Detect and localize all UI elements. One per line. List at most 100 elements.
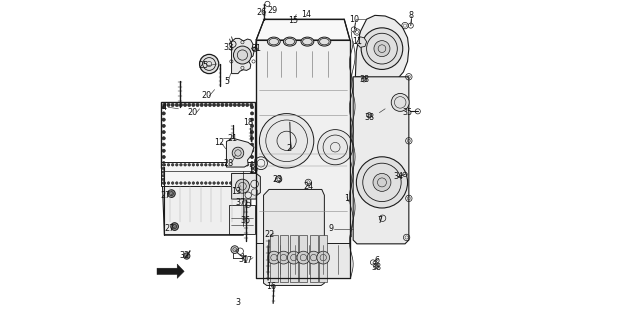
Text: 30: 30 <box>239 255 248 264</box>
Circle shape <box>197 164 199 166</box>
Circle shape <box>188 182 190 184</box>
Circle shape <box>251 174 253 177</box>
Circle shape <box>204 103 208 107</box>
Circle shape <box>176 164 178 166</box>
Text: 27: 27 <box>161 191 171 200</box>
Circle shape <box>260 114 314 168</box>
Text: 2: 2 <box>287 144 292 153</box>
Text: 10: 10 <box>349 15 359 24</box>
Text: 38: 38 <box>364 113 374 122</box>
Circle shape <box>391 93 409 111</box>
Text: 20: 20 <box>201 92 211 100</box>
Circle shape <box>162 178 164 181</box>
Text: 38: 38 <box>372 263 382 272</box>
Circle shape <box>162 143 166 146</box>
Circle shape <box>307 251 320 264</box>
Circle shape <box>225 164 228 166</box>
Text: 26: 26 <box>256 8 266 17</box>
Text: 22: 22 <box>265 230 274 239</box>
Circle shape <box>250 137 253 140</box>
Text: 9: 9 <box>329 224 334 233</box>
Circle shape <box>233 164 237 167</box>
Circle shape <box>251 167 253 170</box>
Text: 18: 18 <box>243 118 253 127</box>
Circle shape <box>208 164 211 167</box>
Circle shape <box>167 190 176 197</box>
Text: 17: 17 <box>242 256 253 265</box>
Circle shape <box>221 182 224 184</box>
Circle shape <box>192 164 195 167</box>
Circle shape <box>213 164 216 166</box>
Circle shape <box>250 156 253 159</box>
Circle shape <box>204 164 208 167</box>
Circle shape <box>167 182 170 184</box>
Text: 7: 7 <box>378 216 383 225</box>
Circle shape <box>237 164 240 167</box>
Text: 15: 15 <box>289 16 298 25</box>
Circle shape <box>357 157 407 208</box>
Circle shape <box>221 164 224 166</box>
Polygon shape <box>355 15 409 85</box>
Text: 5: 5 <box>224 77 229 86</box>
Circle shape <box>246 182 248 184</box>
Circle shape <box>162 182 164 184</box>
Polygon shape <box>256 40 350 278</box>
Circle shape <box>250 162 253 165</box>
Circle shape <box>162 112 166 115</box>
Circle shape <box>217 164 220 167</box>
Circle shape <box>162 124 166 127</box>
Circle shape <box>175 164 179 167</box>
Polygon shape <box>299 235 307 282</box>
Circle shape <box>192 103 195 107</box>
Circle shape <box>162 156 166 159</box>
Polygon shape <box>263 189 324 285</box>
Circle shape <box>242 164 244 166</box>
Circle shape <box>171 223 179 230</box>
Circle shape <box>197 182 199 184</box>
Circle shape <box>180 182 182 184</box>
Circle shape <box>232 147 243 159</box>
Circle shape <box>237 103 240 107</box>
Circle shape <box>268 251 281 264</box>
Polygon shape <box>270 235 278 282</box>
Circle shape <box>184 103 187 107</box>
Circle shape <box>250 131 253 134</box>
Circle shape <box>184 253 190 259</box>
Circle shape <box>250 164 253 167</box>
Circle shape <box>200 103 203 107</box>
Circle shape <box>171 182 174 184</box>
Circle shape <box>250 103 253 107</box>
Circle shape <box>200 182 203 184</box>
Text: 27: 27 <box>164 224 175 233</box>
Circle shape <box>242 164 245 167</box>
Circle shape <box>277 251 290 264</box>
Circle shape <box>167 164 170 167</box>
Circle shape <box>175 103 179 107</box>
Circle shape <box>162 106 166 109</box>
Circle shape <box>213 164 216 167</box>
Polygon shape <box>256 243 350 278</box>
Ellipse shape <box>301 37 314 46</box>
Circle shape <box>217 182 219 184</box>
Text: 32: 32 <box>180 251 190 260</box>
Circle shape <box>234 164 236 166</box>
Text: 29: 29 <box>267 6 277 15</box>
Text: 23: 23 <box>273 175 282 184</box>
Circle shape <box>162 164 164 166</box>
Text: 37: 37 <box>235 198 245 207</box>
Circle shape <box>200 164 203 166</box>
Text: 6: 6 <box>375 256 379 265</box>
Circle shape <box>172 225 177 228</box>
Text: 25: 25 <box>198 61 208 70</box>
Text: 12: 12 <box>214 138 224 147</box>
Circle shape <box>162 162 166 165</box>
Ellipse shape <box>318 37 331 46</box>
Circle shape <box>225 164 228 167</box>
Circle shape <box>200 54 219 74</box>
Text: 31: 31 <box>251 44 261 53</box>
Circle shape <box>361 28 403 69</box>
Circle shape <box>184 164 187 167</box>
Circle shape <box>162 171 164 173</box>
Polygon shape <box>232 173 260 199</box>
Circle shape <box>163 182 166 184</box>
